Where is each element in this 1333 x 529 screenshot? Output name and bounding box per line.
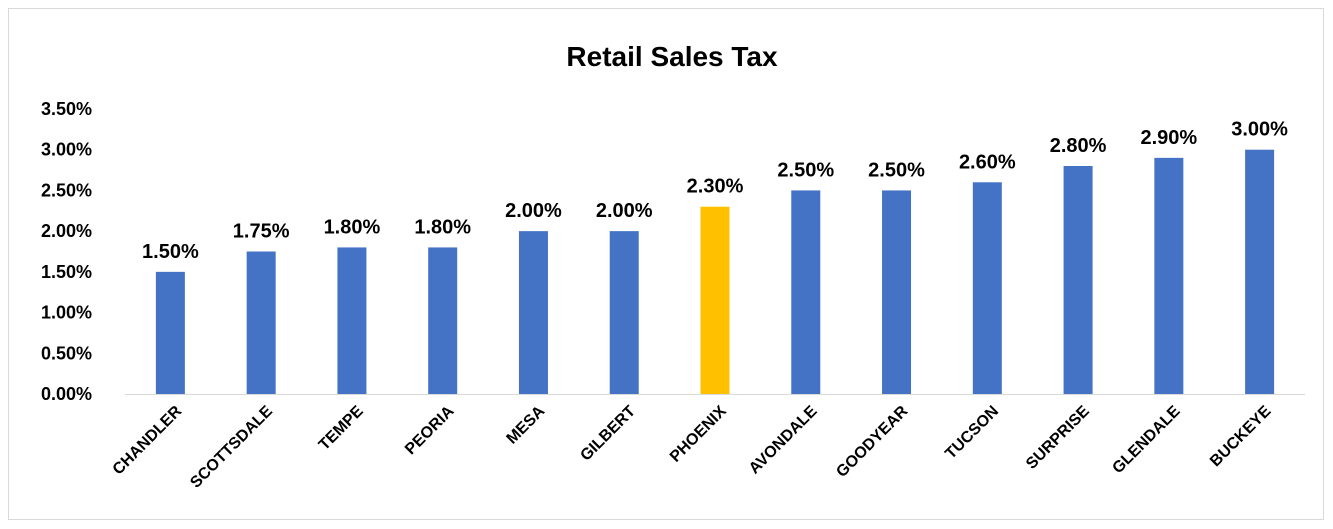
y-tick-label: 0.50% [41,343,92,363]
data-label-scottsdale: 1.75% [233,221,290,243]
x-tick-label-surprise: SURPRISE [1023,403,1093,473]
bar-tempe [337,247,367,394]
data-label-phoenix: 2.30% [687,176,744,198]
data-label-surprise: 2.80% [1050,135,1107,157]
y-tick-label: 0.00% [41,384,92,404]
y-tick-label: 3.50% [41,99,92,119]
bar-scottsdale [246,251,276,394]
data-label-tempe: 1.80% [324,216,381,238]
bar-glendale [1154,157,1184,394]
data-label-gilbert: 2.00% [596,200,653,222]
y-tick-label: 1.50% [41,262,92,282]
x-tick-label-avondale: AVONDALE [746,403,821,478]
x-tick-label-tempe: TEMPE [316,403,367,454]
x-tick-label-goodyear: GOODYEAR [833,402,911,480]
x-tick-label-scottsdale: SCOTTSDALE [187,403,276,492]
x-tick-label-buckeye: BUCKEYE [1207,403,1275,471]
x-tick-label-phoenix: PHOENIX [667,403,730,466]
chart-title: Retail Sales Tax [566,41,778,72]
y-axis: 0.00% 0.50% 1.00% 1.50% 2.00% 2.50% 3.00% 3.50% [41,99,92,404]
y-tick-label: 2.50% [41,180,92,200]
bar-phoenix [700,206,730,394]
y-tick-label: 2.00% [41,221,92,241]
data-label-chandler: 1.50% [142,241,199,263]
bar-goodyear [882,190,912,394]
data-label-buckeye: 3.00% [1231,119,1288,141]
bar-avondale [791,190,821,394]
x-tick-label-tucson: TUCSON [942,403,1002,463]
x-axis: CHANDLER SCOTTSDALE TEMPE PEORIA MESA GILBERT… [110,402,1275,491]
data-label-glendale: 2.90% [1140,127,1197,149]
x-tick-label-mesa: MESA [504,402,549,447]
bars [155,149,1275,394]
x-tick-label-glendale: GLENDALE [1109,403,1183,477]
bar-gilbert [609,231,639,394]
bar-surprise [1063,166,1093,394]
x-tick-label-chandler: CHANDLER [110,402,186,478]
data-labels: 1.50% 1.75% 1.80% 1.80% 2.00% 2.00% 2.30% 2.50%… [142,119,1288,263]
data-label-tucson: 2.60% [959,151,1016,173]
data-label-goodyear: 2.50% [868,159,925,181]
bar-chandler [155,271,185,394]
y-tick-label: 3.00% [41,140,92,160]
data-label-peoria: 1.80% [414,216,471,238]
bar-tucson [972,182,1002,394]
bar-buckeye [1245,149,1275,394]
bar-mesa [518,231,548,394]
chart-frame [8,8,1324,520]
data-label-avondale: 2.50% [777,159,834,181]
data-label-mesa: 2.00% [505,200,562,222]
bar-peoria [428,247,458,394]
x-tick-label-peoria: PEORIA [402,402,458,458]
x-tick-label-gilbert: GILBERT [577,403,639,465]
y-tick-label: 1.00% [41,303,92,323]
